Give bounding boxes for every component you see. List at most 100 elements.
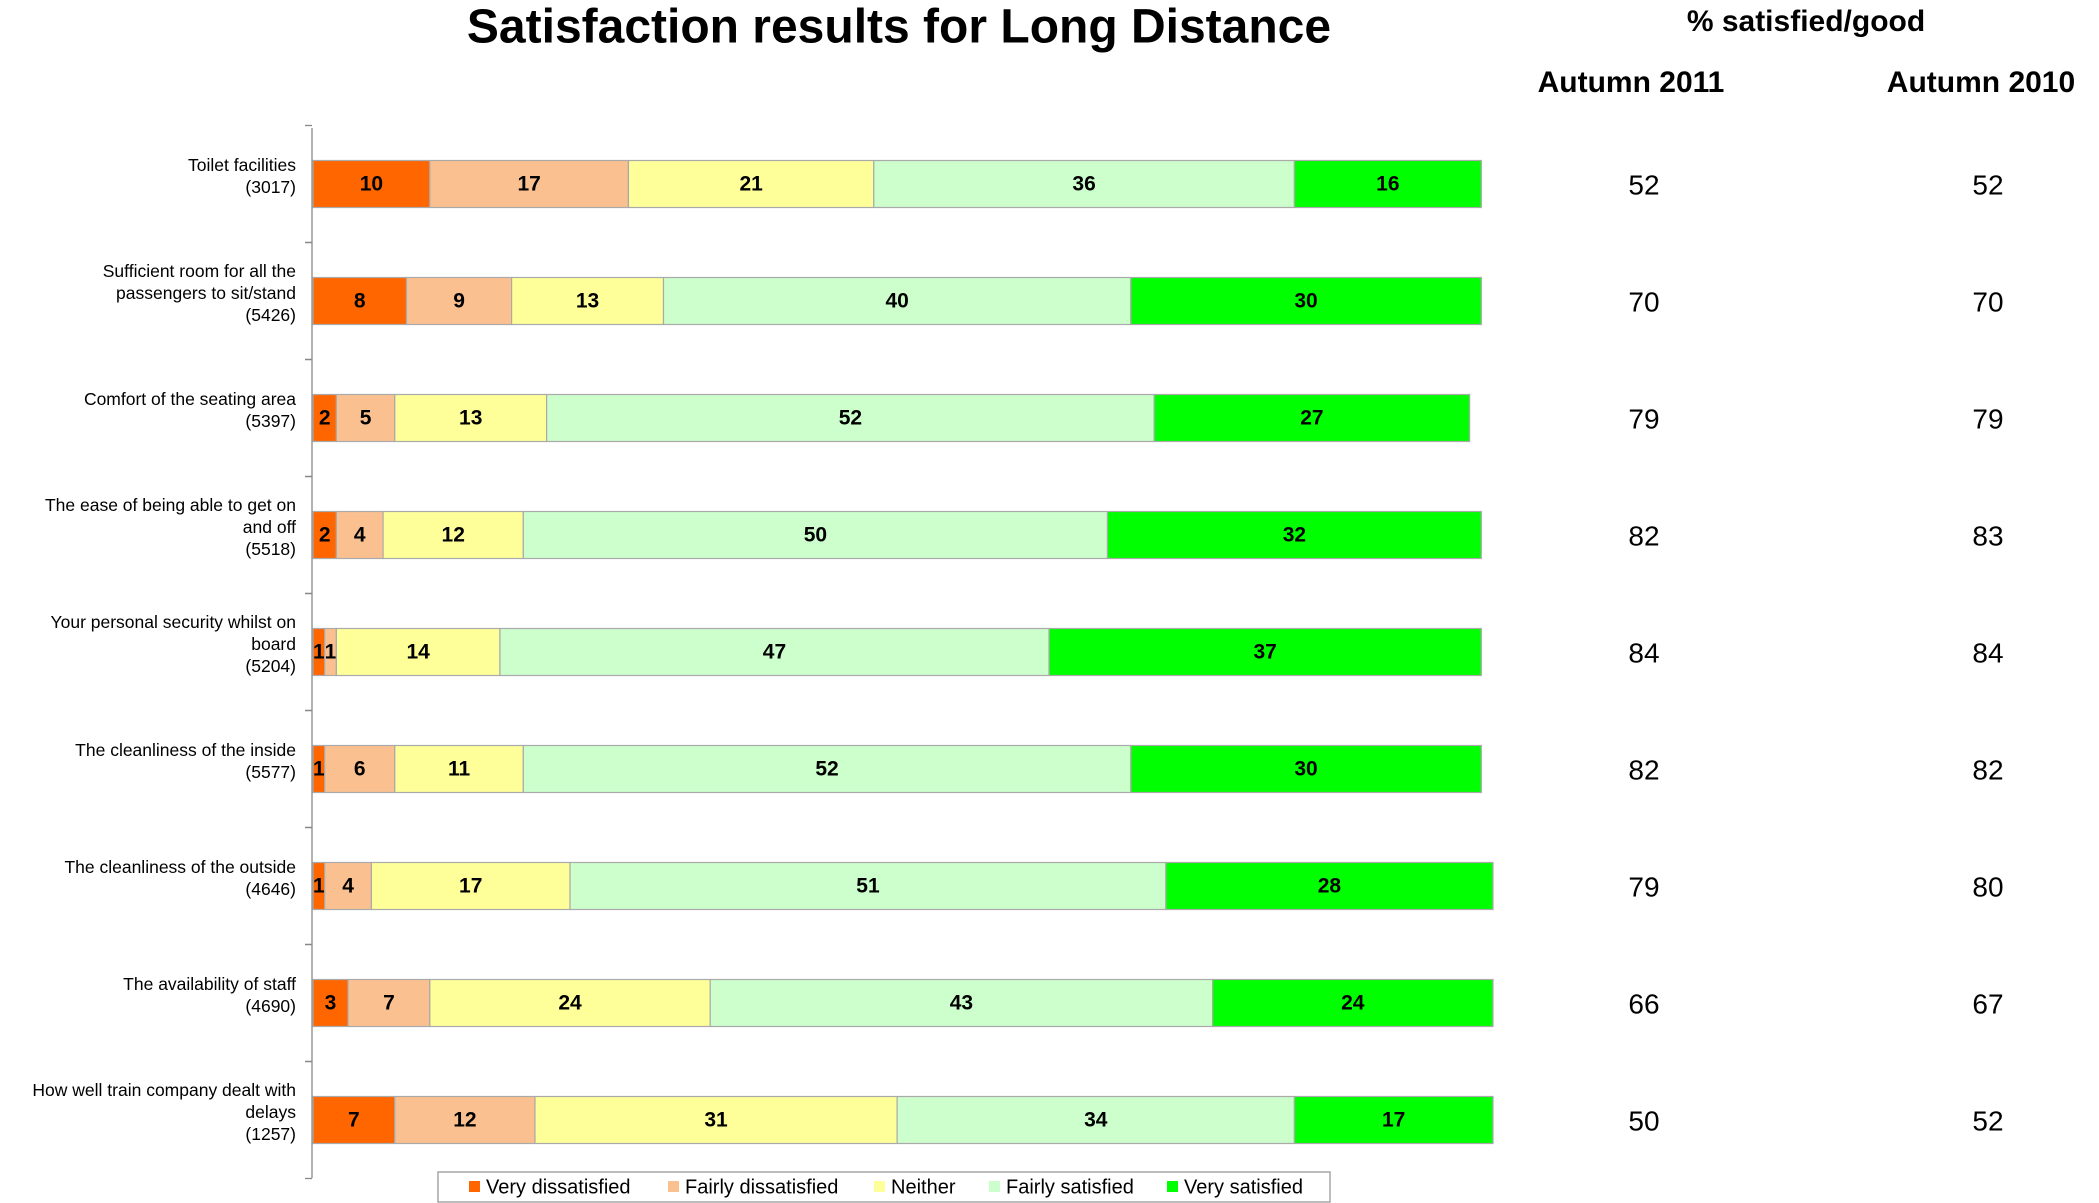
legend-swatch <box>874 1181 885 1192</box>
bar-segment <box>569 861 1167 911</box>
data-label: 1 <box>313 875 325 898</box>
data-label: 52 <box>839 407 862 430</box>
category-label: Toilet facilities (3017) <box>188 155 296 197</box>
data-label: 27 <box>1300 407 1323 430</box>
table-value: 52 <box>1972 169 2003 200</box>
category-label: The cleanliness of the outside (4646) <box>64 857 296 899</box>
bar-segment <box>1130 744 1482 794</box>
data-label: 7 <box>348 1109 360 1132</box>
bar-segment <box>335 627 501 677</box>
bar-segment <box>522 744 1132 794</box>
data-label: 1 <box>313 758 325 781</box>
data-label: 31 <box>704 1109 728 1132</box>
table-value: 50 <box>1628 1105 1659 1136</box>
data-label: 37 <box>1253 641 1276 664</box>
table-value: 80 <box>1972 871 2003 902</box>
data-label: 2 <box>319 407 331 430</box>
bar-segment <box>1293 1095 1494 1145</box>
data-label: 30 <box>1294 290 1317 313</box>
bar-segment <box>709 978 1214 1028</box>
data-label: 2 <box>319 524 331 547</box>
bar-segment <box>1212 978 1494 1028</box>
data-label: 50 <box>804 524 827 547</box>
bar-segment <box>896 1095 1295 1145</box>
data-label: 36 <box>1072 173 1095 196</box>
bar-segment <box>324 744 396 794</box>
category-label: Comfort of the seating area (5397) <box>83 389 296 431</box>
legend-label: Neither <box>891 1176 956 1198</box>
table-value: 67 <box>1972 988 2003 1019</box>
legend-label: Very dissatisfied <box>486 1176 631 1198</box>
bar-segment <box>627 159 875 209</box>
legend-label: Very satisfied <box>1184 1176 1303 1198</box>
data-label: 40 <box>885 290 908 313</box>
data-label: 13 <box>576 290 599 313</box>
bar-segment <box>1048 627 1482 677</box>
data-label: 24 <box>558 992 582 1015</box>
bar-segment <box>1293 159 1482 209</box>
table-value: 66 <box>1628 988 1659 1019</box>
column-header: Autumn 2011 <box>1538 66 1725 99</box>
bar-segment <box>1130 276 1482 326</box>
table-value: 84 <box>1628 637 1659 668</box>
data-label: 3 <box>325 992 337 1015</box>
bar-segment <box>522 510 1109 560</box>
legend-swatch <box>469 1181 480 1192</box>
data-label: 52 <box>815 758 838 781</box>
category-label: The cleanliness of the inside (5577) <box>75 740 296 782</box>
legend-swatch <box>668 1181 679 1192</box>
bar-segment <box>394 744 524 794</box>
data-label: 7 <box>383 992 395 1015</box>
data-label: 1 <box>313 641 325 664</box>
table-value: 79 <box>1972 403 2003 434</box>
data-label: 4 <box>354 524 366 547</box>
data-label: 12 <box>442 524 465 547</box>
legend-label: Fairly dissatisfied <box>685 1176 838 1198</box>
bar-segment <box>546 393 1155 443</box>
bar-segment <box>312 978 349 1028</box>
table-value: 79 <box>1628 403 1659 434</box>
table-value: 52 <box>1972 1105 2003 1136</box>
data-label: 43 <box>950 992 973 1015</box>
data-label: 51 <box>856 875 880 898</box>
bar-segment <box>511 276 665 326</box>
data-label: 9 <box>453 290 465 313</box>
legend-label: Fairly satisfied <box>1006 1176 1134 1198</box>
table-value: 70 <box>1972 286 2003 317</box>
data-label: 17 <box>459 875 482 898</box>
data-label: 5 <box>360 407 372 430</box>
bar-segment <box>382 510 524 560</box>
table-value: 70 <box>1628 286 1659 317</box>
data-label: 21 <box>739 173 763 196</box>
data-label: 1 <box>325 641 337 664</box>
bar-segment <box>347 978 431 1028</box>
data-label: 28 <box>1318 875 1342 898</box>
legend-swatch <box>989 1181 1000 1192</box>
bar-segment <box>394 1095 536 1145</box>
category-label: The ease of being able to get on and off… <box>44 495 296 559</box>
bar-segment <box>1153 393 1471 443</box>
bar-segment <box>1165 861 1494 911</box>
data-label: 16 <box>1376 173 1399 196</box>
data-label: 17 <box>1382 1109 1405 1132</box>
legend-swatch <box>1167 1181 1178 1192</box>
data-label: 4 <box>342 875 354 898</box>
data-label: 32 <box>1283 524 1306 547</box>
data-label: 8 <box>354 290 366 313</box>
table-value: 82 <box>1628 520 1659 551</box>
bar-segment <box>312 159 431 209</box>
bar-segment <box>662 276 1132 326</box>
category-label: How well train company dealt with delays… <box>32 1080 296 1144</box>
data-label: 17 <box>517 173 540 196</box>
data-label: 11 <box>448 758 471 781</box>
chart-title: Satisfaction results for Long Distance <box>467 1 1331 54</box>
data-label: 30 <box>1294 758 1317 781</box>
bar-segment <box>534 1095 898 1145</box>
table-value: 82 <box>1972 754 2003 785</box>
data-label: 34 <box>1084 1109 1108 1132</box>
bar-segment <box>429 159 630 209</box>
bar-segment <box>1106 510 1482 560</box>
data-label: 24 <box>1341 992 1365 1015</box>
